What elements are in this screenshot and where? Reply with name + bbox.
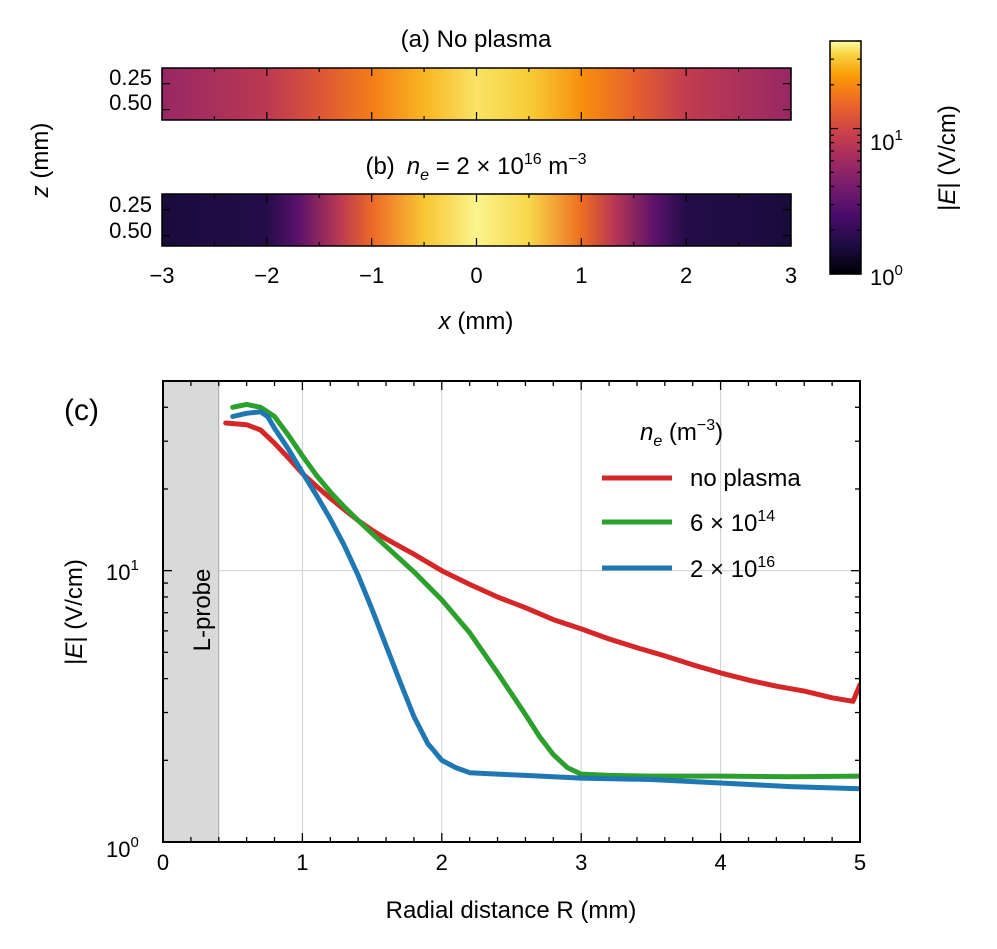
plot-c-xtick-label: 0 <box>157 850 169 875</box>
series-6e14 <box>230 401 860 780</box>
heatmap-xtick-label: 0 <box>470 263 482 288</box>
plot-c-series <box>223 401 860 792</box>
heatmap-a-image <box>161 67 792 121</box>
heatmap-b-xtick-labels: −3 −2 −1 0 1 2 3 <box>149 263 797 288</box>
colorbar-label: |E| (V/cm) <box>934 105 961 211</box>
legend-label-6e14: 6 × 1014 <box>690 508 775 537</box>
plot-c-ytick-label: 100 <box>106 834 139 862</box>
heatmap-b-image <box>161 193 792 247</box>
plot-c-xtick-label: 3 <box>575 850 587 875</box>
l-probe-label: L-probe <box>189 569 216 652</box>
heatmap-xtick-label: 2 <box>680 263 692 288</box>
heatmap-b-ytick-label: 0.25 <box>109 192 152 217</box>
legend: ne (m−3) no plasma 6 × 1014 2 × 1016 <box>602 417 801 583</box>
plot-c-xtick-label: 5 <box>854 850 866 875</box>
legend-title: ne (m−3) <box>640 417 723 450</box>
plot-c-frame <box>162 380 861 843</box>
plot-c-xtick-label: 2 <box>436 850 448 875</box>
heatmap-a-ticks <box>161 68 792 120</box>
series-2e16 <box>230 409 860 792</box>
heatmap-ylabel-unit: (mm) <box>27 123 54 186</box>
plot-c-background <box>163 381 860 842</box>
colorbar-ticks <box>830 40 861 275</box>
heatmap-b-title-prefix: (b) <box>365 153 394 180</box>
legend-label-2e16: 2 × 1016 <box>690 554 775 583</box>
plot-c-ylabel: |E| (V/cm) <box>61 559 88 665</box>
heatmap-b-title-unit-exp: −3 <box>568 151 586 168</box>
heatmap-a-title: (a) No plasma <box>401 26 552 53</box>
plot-c-xtick-label: 4 <box>714 850 726 875</box>
l-probe-region <box>163 381 219 842</box>
heatmap-xtick-label: −1 <box>359 263 384 288</box>
heatmap-b-title: (b) ne = 2 × 1016 m−3 <box>365 151 586 184</box>
heatmap-xtick-label: −3 <box>149 263 174 288</box>
colorbar <box>829 40 862 275</box>
plot-c-panel-label: (c) <box>64 394 99 427</box>
heatmap-a-ytick-label: 0.25 <box>109 65 152 90</box>
heatmap-xlabel: x (mm) <box>438 308 514 335</box>
heatmap-b-title-exp: 16 <box>524 151 542 168</box>
colorbar-tick-label: 100 <box>870 262 903 290</box>
heatmap-b-title-unit: m <box>542 153 569 180</box>
heatmap-b-ytick-label: 0.50 <box>109 218 152 243</box>
heatmap-xtick-label: −2 <box>254 263 279 288</box>
plot-c-ytick-label: 101 <box>106 557 139 585</box>
heatmap-xlabel-unit: (mm) <box>451 308 514 335</box>
heatmap-b-title-eq: = 2 × 10 <box>429 153 524 180</box>
heatmap-xtick-label: 3 <box>785 263 797 288</box>
plot-c-xtick-labels: 0 1 2 3 4 5 <box>157 850 866 875</box>
plot-c-xtick-label: 1 <box>296 850 308 875</box>
heatmap-a-ytick-label: 0.50 <box>109 90 152 115</box>
heatmap-xtick-label: 1 <box>575 263 587 288</box>
legend-label-no-plasma: no plasma <box>690 465 801 492</box>
heatmap-b-title-sub: e <box>420 167 429 184</box>
colorbar-tick-label: 101 <box>870 127 903 155</box>
heatmap-b-title-var: n <box>407 153 420 180</box>
heatmap-ylabel: z (mm) <box>27 123 54 199</box>
plot-c-xlabel: Radial distance R (mm) <box>386 897 637 924</box>
heatmap-b-ticks <box>161 194 792 246</box>
plot-c-ticks <box>162 380 861 843</box>
